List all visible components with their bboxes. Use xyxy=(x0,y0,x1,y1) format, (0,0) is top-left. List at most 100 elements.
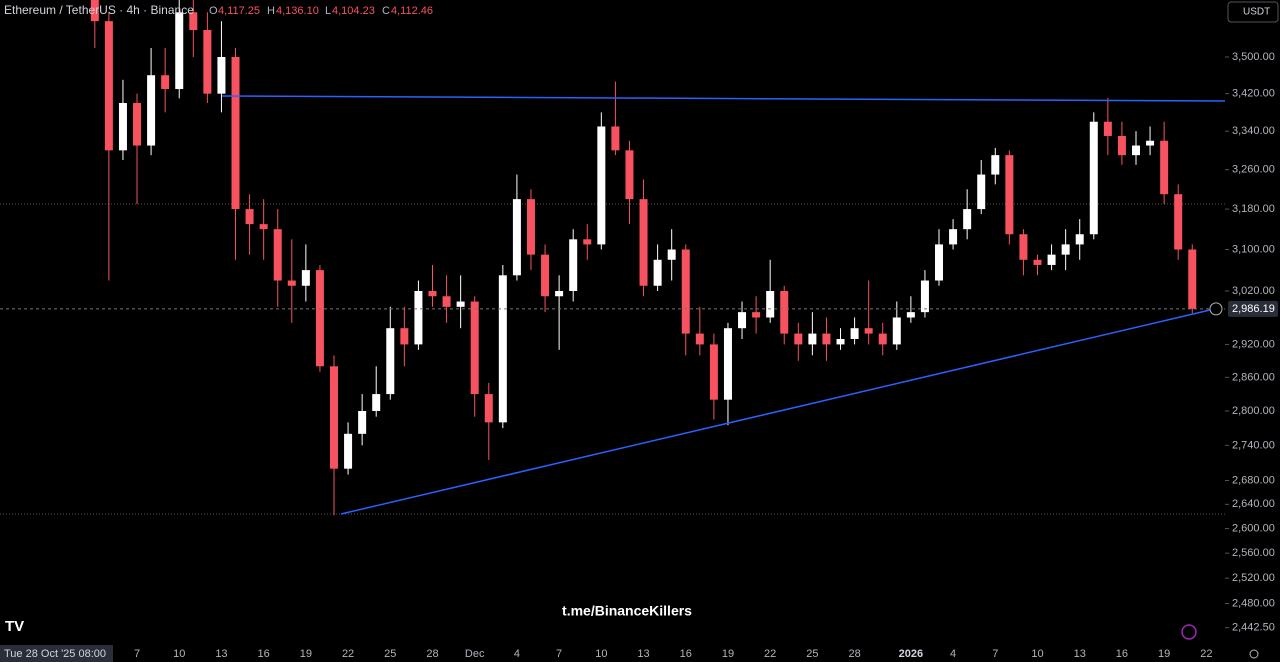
x-tick-label: 16 xyxy=(258,648,270,660)
candle-body xyxy=(766,290,775,318)
logo: TV xyxy=(5,618,24,635)
candle-body xyxy=(794,333,803,345)
x-tick-label: 13 xyxy=(637,648,649,660)
x-tick-label: 4 xyxy=(950,648,956,660)
ohlc-label: O xyxy=(209,5,218,17)
candle-body xyxy=(752,312,761,318)
x-tick-label: 16 xyxy=(1116,648,1128,660)
candle-body xyxy=(583,239,592,245)
candle-body xyxy=(878,333,887,345)
candle-body xyxy=(189,12,198,31)
candle-body xyxy=(541,254,550,297)
x-tick-label: 13 xyxy=(1074,648,1086,660)
candle-body xyxy=(1174,194,1183,250)
y-tick-label: 2,640.00 xyxy=(1232,498,1275,510)
candle-body xyxy=(526,199,535,255)
trend-line xyxy=(221,95,1226,102)
candle-body xyxy=(1061,244,1070,255)
y-tick-label: 2,480.00 xyxy=(1232,597,1275,609)
y-tick-label: 3,420.00 xyxy=(1232,88,1275,100)
candle-body xyxy=(1160,140,1169,195)
candle-body xyxy=(287,280,296,286)
candle-body xyxy=(1131,145,1140,156)
candle-body xyxy=(358,410,367,434)
candle-body xyxy=(301,270,310,286)
candle-body xyxy=(118,102,127,151)
candle-body xyxy=(231,56,240,210)
candle-body xyxy=(1188,249,1197,309)
candle-body xyxy=(906,312,915,318)
candle-body xyxy=(372,394,381,411)
y-tick-label: 2,442.50 xyxy=(1232,622,1275,634)
last-price-label: 2,986.19 xyxy=(1232,303,1275,315)
candle-body xyxy=(920,280,929,313)
y-tick-label: 2,800.00 xyxy=(1232,405,1275,417)
x-tick-label: 19 xyxy=(722,648,734,660)
x-tick-label: 10 xyxy=(173,648,185,660)
candle-body xyxy=(456,301,465,307)
currency-button[interactable] xyxy=(1227,1,1279,23)
x-tick-label: 13 xyxy=(215,648,227,660)
candle-body xyxy=(147,75,156,146)
candle-body xyxy=(808,333,817,345)
candle-body xyxy=(470,301,479,395)
candle-body xyxy=(1117,135,1126,156)
y-tick-label: 2,560.00 xyxy=(1232,547,1275,559)
x-tick-label: 25 xyxy=(806,648,818,660)
x-tick-label: 22 xyxy=(764,648,776,660)
candle-body xyxy=(625,150,634,200)
candle-body xyxy=(949,229,958,245)
ohlc-value: 4,112.46 xyxy=(391,5,433,17)
candle-body xyxy=(1033,259,1042,265)
candle-body xyxy=(442,296,451,307)
crosshair-time-box xyxy=(0,645,113,662)
y-tick-label: 2,740.00 xyxy=(1232,439,1275,451)
candle-body xyxy=(864,328,873,334)
x-tick-label: 19 xyxy=(1158,648,1170,660)
candle-body xyxy=(273,229,282,281)
y-tick-label: 3,260.00 xyxy=(1232,164,1275,176)
ohlc-value: 4,104.23 xyxy=(332,5,375,17)
candle-body xyxy=(822,333,831,345)
candle-body xyxy=(428,290,437,297)
x-tick-label: 10 xyxy=(1031,648,1043,660)
x-tick-label: 25 xyxy=(384,648,396,660)
candle-body xyxy=(963,209,972,230)
candle-body xyxy=(681,249,690,334)
y-tick-label: 3,340.00 xyxy=(1232,125,1275,137)
candle-body xyxy=(90,0,99,22)
x-tick-label: 7 xyxy=(556,648,562,660)
candle-body xyxy=(850,328,859,339)
y-tick-label: 3,020.00 xyxy=(1232,285,1275,297)
y-tick-label: 2,520.00 xyxy=(1232,572,1275,584)
candle-body xyxy=(315,270,324,367)
x-tick-label: 22 xyxy=(342,648,354,660)
candle-body xyxy=(175,12,184,90)
x-tick-label: 10 xyxy=(595,648,607,660)
y-tick-label: 2,860.00 xyxy=(1232,371,1275,383)
y-tick-label: 3,100.00 xyxy=(1232,243,1275,255)
x-tick-label: 16 xyxy=(680,648,692,660)
candle-body xyxy=(991,155,1000,175)
x-tick-label: 28 xyxy=(426,648,438,660)
candles xyxy=(0,0,1225,516)
candle-body xyxy=(639,199,648,286)
candle-body xyxy=(161,75,170,90)
currency[interactable]: USDT xyxy=(1243,7,1270,18)
x-tick-label: 2026 xyxy=(899,648,923,660)
y-tick-label: 2,920.00 xyxy=(1232,338,1275,350)
add-alert-button[interactable] xyxy=(1209,302,1223,316)
candle-body xyxy=(133,102,142,146)
alert-icon[interactable] xyxy=(1181,624,1197,640)
y-tick-label: 2,680.00 xyxy=(1232,474,1275,486)
price-axis xyxy=(1225,0,1280,662)
candle-body xyxy=(217,56,226,94)
x-tick-label: 4 xyxy=(514,648,520,660)
candle-body xyxy=(1075,234,1084,245)
candle-body xyxy=(203,30,212,94)
settings-icon[interactable] xyxy=(1249,649,1259,659)
x-tick-label: Dec xyxy=(465,648,485,660)
crosshair-time: Tue 28 Oct '25 08:00 xyxy=(4,648,106,660)
x-tick-label: 7 xyxy=(992,648,998,660)
